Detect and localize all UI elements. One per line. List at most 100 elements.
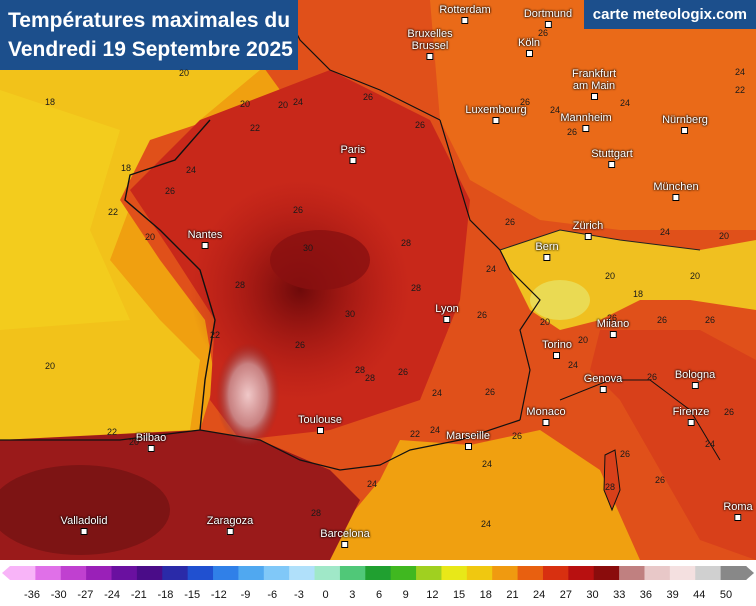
map-title: Températures maximales du Vendredi 19 Se… <box>0 0 298 70</box>
legend-tick-label: -30 <box>51 589 67 601</box>
city-marker <box>201 242 209 249</box>
temp-value: 24 <box>659 227 671 237</box>
italy-area <box>590 330 756 560</box>
city-marker <box>599 386 607 393</box>
temp-value: 24 <box>567 360 579 370</box>
map-canvas <box>0 0 756 560</box>
temp-value: 26 <box>294 340 306 350</box>
legend-tick-label: -27 <box>77 589 93 601</box>
city-label: Bern <box>535 241 559 261</box>
title-line1: Températures maximales du <box>8 9 291 32</box>
temp-value: 24 <box>366 479 378 489</box>
city-marker <box>590 93 598 100</box>
city-marker <box>426 53 434 60</box>
atlantic-cool-area <box>0 90 130 330</box>
legend-tick-label: 39 <box>666 589 678 601</box>
legend-swatch <box>466 566 493 580</box>
city-label: Rotterdam <box>439 4 491 24</box>
legend-swatch <box>86 566 113 580</box>
temp-value: 24 <box>480 519 492 529</box>
temp-value: 24 <box>549 105 561 115</box>
temp-value: 20 <box>277 100 289 110</box>
color-legend: -36 -30 -27 -24 -21 -18 -15 -12 -9 -6 -3 0 3 6 9 12 15 18… <box>0 560 756 606</box>
legend-tick-label: 36 <box>640 589 652 601</box>
temp-value: 26 <box>566 127 578 137</box>
temp-value: 28 <box>234 280 246 290</box>
city-label: Zürich <box>573 220 603 240</box>
temp-value: 18 <box>120 163 132 173</box>
temp-value: 28 <box>364 373 376 383</box>
temp-value: 20 <box>604 271 616 281</box>
city-label: Genova <box>584 373 622 393</box>
legend-swatch <box>644 566 671 580</box>
temp-value: 28 <box>400 238 412 248</box>
legend-swatch <box>60 566 87 580</box>
legend-tick-label: -6 <box>267 589 277 601</box>
temp-value: 24 <box>429 425 441 435</box>
legend-swatch <box>517 566 544 580</box>
temp-value: 24 <box>734 67 746 77</box>
city-label: Nürnberg <box>662 114 708 134</box>
temperature-map: Températures maximales du Vendredi 19 Se… <box>0 0 756 560</box>
temp-value: 20 <box>718 231 730 241</box>
legend-tick-label: -18 <box>158 589 174 601</box>
city-label: Marseille <box>446 430 490 450</box>
border-line-east <box>439 119 541 421</box>
legend-tick-label: 18 <box>480 589 492 601</box>
brand-label[interactable]: carte meteologix.com <box>583 0 756 29</box>
city-label: Firenze <box>673 406 709 426</box>
legend-tick-label: 30 <box>586 589 598 601</box>
legend-arrow-left <box>2 566 10 580</box>
temp-value: 28 <box>410 283 422 293</box>
city-label: Barcelona <box>320 528 370 548</box>
legend-swatch <box>314 566 341 580</box>
temp-value: 26 <box>292 205 304 215</box>
legend-swatch <box>187 566 214 580</box>
temp-value: 26 <box>164 186 176 196</box>
temp-value: 22 <box>409 429 421 439</box>
temp-value: 20 <box>539 317 551 327</box>
legend-tick-label: 24 <box>533 589 545 601</box>
city-marker <box>553 352 561 359</box>
temp-value: 22 <box>209 330 221 340</box>
city-marker <box>734 514 742 521</box>
city-label: München <box>653 181 699 201</box>
legend-swatch <box>162 566 189 580</box>
legend-swatch <box>263 566 290 580</box>
city-label: Valladolid <box>61 515 107 535</box>
temp-value: 24 <box>619 98 631 108</box>
legend-tick-label: 33 <box>613 589 625 601</box>
temp-value: 26 <box>654 475 666 485</box>
legend-swatch <box>365 566 392 580</box>
city-marker <box>349 157 357 164</box>
heat-spot <box>216 343 280 447</box>
legend-swatch <box>136 566 163 580</box>
legend-tick-label: 9 <box>403 589 409 601</box>
temp-value: 22 <box>106 427 118 437</box>
legend-swatch <box>593 566 620 580</box>
city-label: Frankfurt am Main <box>572 68 616 100</box>
legend-swatch <box>111 566 138 580</box>
corsica <box>603 449 621 512</box>
temp-value: 28 <box>310 508 322 518</box>
temp-value: 20 <box>128 437 140 447</box>
temp-value: 22 <box>107 207 119 217</box>
city-label: Lyon <box>435 303 459 323</box>
legend-tick-label: -36 <box>24 589 40 601</box>
city-label: Toulouse <box>298 414 342 434</box>
legend-tick-label: 44 <box>693 589 705 601</box>
temp-value: 20 <box>239 99 251 109</box>
temp-value: 24 <box>485 264 497 274</box>
city-label: Bilbao <box>136 432 166 452</box>
temp-value: 26 <box>484 387 496 397</box>
legend-swatch <box>416 566 442 580</box>
city-label: Köln <box>518 37 540 57</box>
temp-value: 22 <box>734 85 746 95</box>
legend-swatch <box>238 566 265 580</box>
temp-value: 26 <box>619 449 631 459</box>
legend-bar: -36 -30 -27 -24 -21 -18 -15 -12 -9 -6 -3 0 3 6 9 12 15 18… <box>2 566 754 601</box>
temp-value: 24 <box>431 388 443 398</box>
temp-value: 24 <box>481 459 493 469</box>
legend-swatch <box>339 566 366 580</box>
spain-coast <box>0 429 201 441</box>
